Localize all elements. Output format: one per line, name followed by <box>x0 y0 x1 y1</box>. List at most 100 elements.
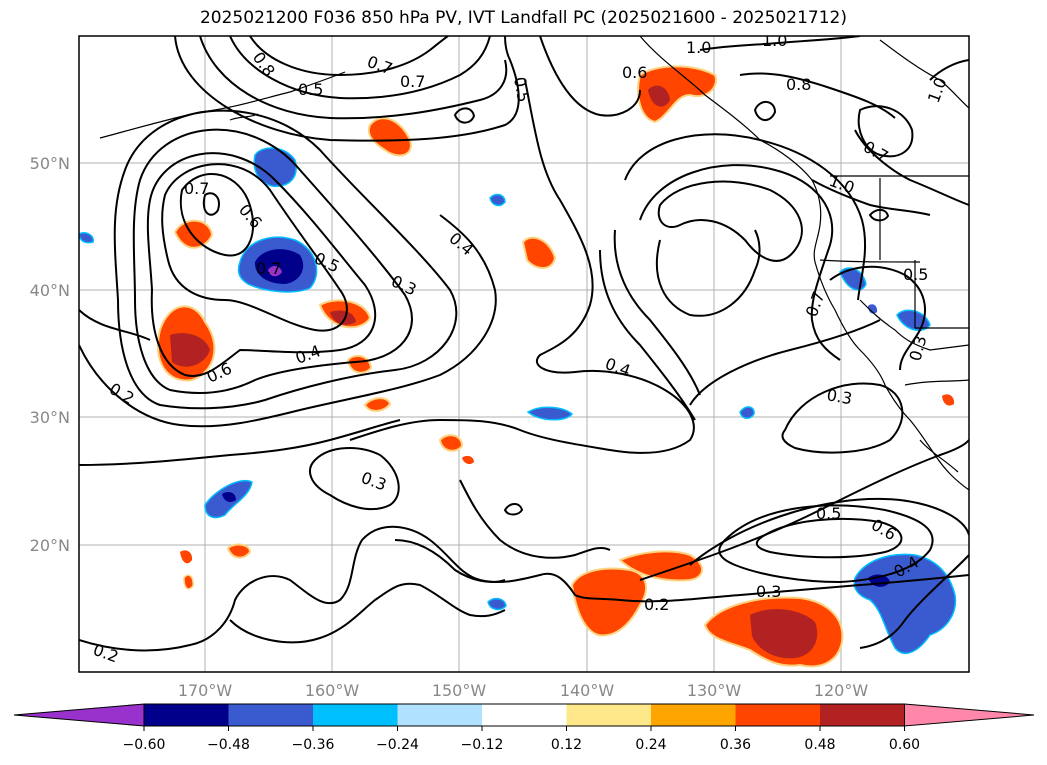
contour-line <box>174 36 520 142</box>
contour-line <box>199 36 508 120</box>
contour-line <box>309 447 400 511</box>
pv-blob <box>253 147 297 187</box>
colorbar-tick-label: 0.36 <box>720 737 751 753</box>
pv-blob <box>254 249 304 284</box>
pv-blob <box>183 574 194 590</box>
coastlines <box>99 36 969 491</box>
contour-line <box>179 173 255 257</box>
colorbar-segment <box>735 704 820 726</box>
pv-blob <box>648 85 670 107</box>
colorbar-segment <box>651 704 736 726</box>
negative-pv-areas <box>79 147 957 654</box>
contour-line <box>394 539 506 583</box>
pv-blob <box>173 219 214 249</box>
contour-line <box>113 109 458 410</box>
colorbar-tick-label: −0.24 <box>376 737 419 753</box>
pv-blob <box>330 310 356 325</box>
lat-label: 40°N <box>30 281 70 300</box>
colorbar-tick-label: 0.12 <box>551 737 582 753</box>
ivt-contours <box>79 36 969 652</box>
contour-line <box>929 59 969 81</box>
lon-label: 140°W <box>560 681 615 700</box>
pv-blob <box>570 567 647 637</box>
contour-line <box>829 265 926 371</box>
contour-label: 0.2 <box>644 595 669 614</box>
pv-blob <box>618 550 703 582</box>
lon-label: 120°W <box>814 681 869 700</box>
colorbar-segment <box>566 704 651 726</box>
pv-blob <box>489 193 506 207</box>
contour-line <box>161 163 348 332</box>
contour-line <box>229 36 491 100</box>
contour-line <box>613 229 701 396</box>
pv-blob <box>739 406 755 419</box>
contour-line <box>854 129 969 206</box>
colorbar-tick-label: 0.24 <box>635 737 666 753</box>
contour-line <box>229 582 506 644</box>
colorbar-segment <box>228 704 313 726</box>
pv-blob <box>942 394 955 406</box>
pv-blob <box>637 65 717 124</box>
pv-blob <box>367 117 412 157</box>
contour-label: 0.5 <box>903 265 928 284</box>
contour-line <box>79 309 151 341</box>
pv-blob <box>526 406 574 421</box>
pv-blob <box>226 543 252 559</box>
latitude-labels: 50°N 40°N 30°N 20°N <box>30 154 70 555</box>
contour-line <box>639 164 841 361</box>
colorbar-tick-label: 0.60 <box>889 737 920 753</box>
contour-label: 0.3 <box>756 582 781 601</box>
contour-line <box>146 152 377 377</box>
colorbar-segment <box>144 704 229 726</box>
pv-blob <box>170 333 210 367</box>
contour-line <box>624 133 867 301</box>
colorbar-segment <box>820 704 905 726</box>
colorbar-tick-label: 0.48 <box>804 737 835 753</box>
contour-line <box>699 36 861 51</box>
pv-blob <box>438 434 464 452</box>
colorbar-extend-min <box>13 703 145 727</box>
contour-line <box>539 36 641 117</box>
contour-label: 0.7 <box>184 179 209 198</box>
contour-label: 0.7 <box>400 72 425 91</box>
contour-line <box>739 72 896 119</box>
map-background <box>79 36 969 672</box>
contour-line <box>79 214 497 428</box>
colorbar-tick-label: −0.12 <box>461 737 504 753</box>
contour-line <box>755 517 903 559</box>
map-border <box>78 35 970 673</box>
contour-label: 0.6 <box>622 63 647 82</box>
lat-label: 30°N <box>30 408 70 427</box>
colorbar-segment <box>397 704 482 726</box>
lat-label: 20°N <box>30 536 70 555</box>
contour-line <box>459 479 611 559</box>
colorbar-tick-label: −0.60 <box>123 737 166 753</box>
contour-line <box>868 208 890 222</box>
pv-blob <box>487 597 507 611</box>
contour-line <box>753 101 777 121</box>
contour-line <box>599 249 696 421</box>
contour-line <box>249 36 449 77</box>
colorbar-segment <box>313 704 398 726</box>
contour-line <box>781 382 904 454</box>
colorbar-outline <box>143 703 905 727</box>
contour-line <box>79 419 401 466</box>
contour-line <box>79 525 969 652</box>
colorbar-ticks <box>143 726 905 731</box>
pv-blob <box>79 231 95 244</box>
contour-label: 1.0 <box>686 38 711 57</box>
pv-blob <box>268 266 282 277</box>
contour-label: 0.8 <box>786 75 811 94</box>
contour-line <box>859 554 969 649</box>
contour-line <box>655 229 761 317</box>
contour-label: 0.3 <box>825 385 853 408</box>
pv-blob <box>521 236 557 269</box>
contour-line <box>639 439 969 581</box>
contour-label: 0.5 <box>816 504 841 523</box>
colorbar-segment <box>482 704 567 726</box>
pv-blob <box>868 304 878 314</box>
contour-label: 0.5 <box>298 80 323 99</box>
pv-blob <box>462 455 474 465</box>
contour-line <box>453 107 476 124</box>
